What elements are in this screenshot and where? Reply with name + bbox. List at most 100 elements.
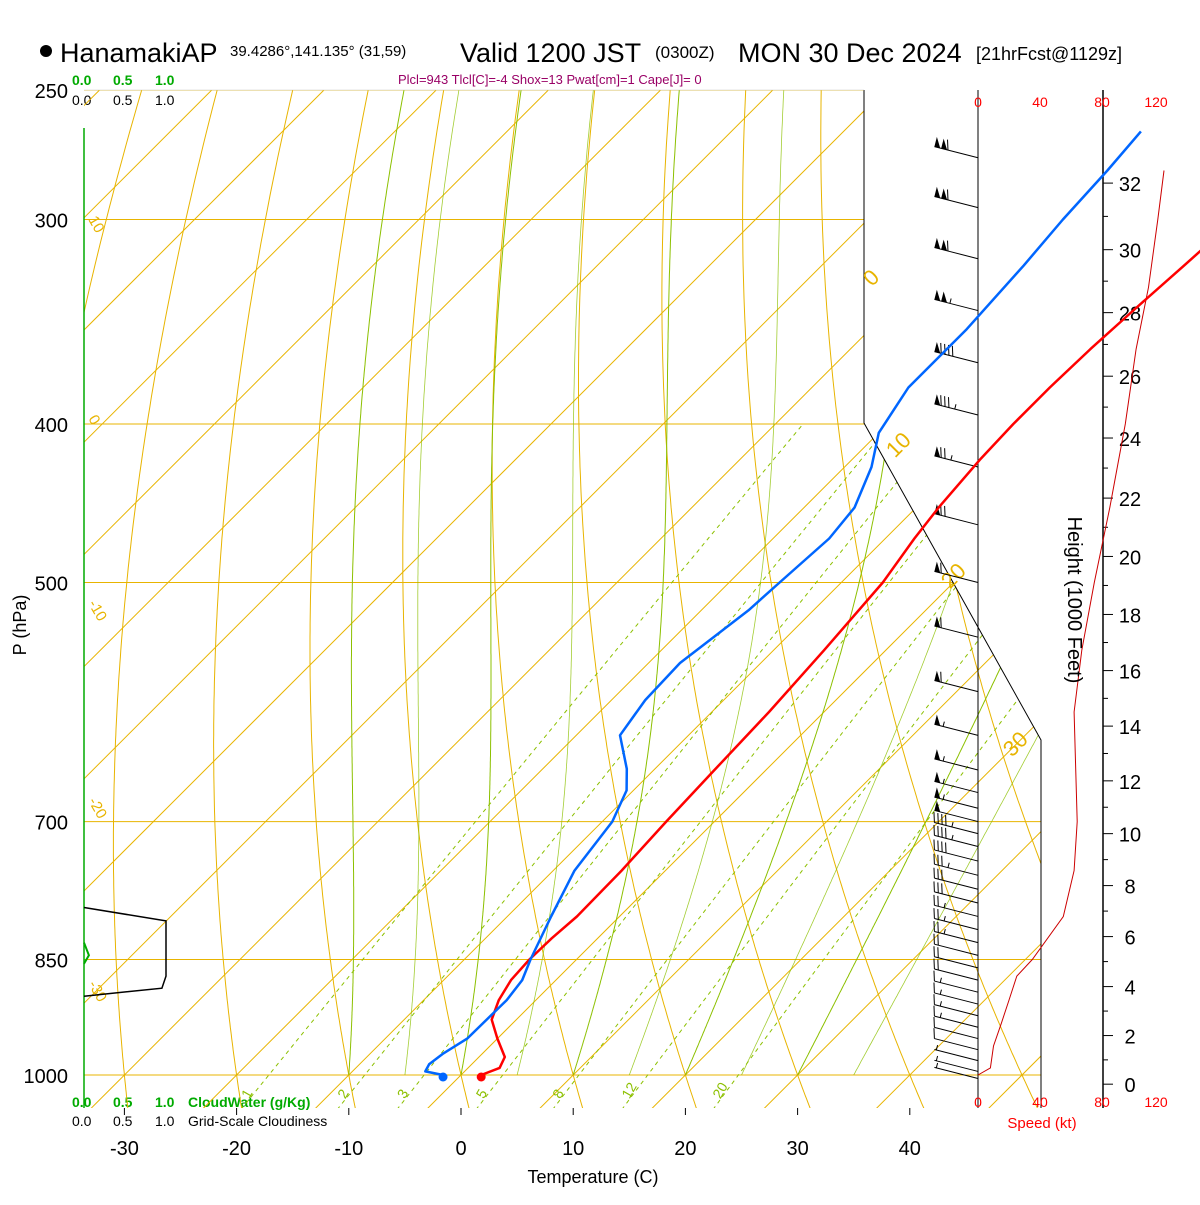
wind-barb [934, 446, 978, 467]
height-tick-label: 4 [1124, 978, 1135, 1000]
wind-barb-staff [934, 1016, 978, 1027]
wind-barb [934, 1006, 978, 1028]
pressure-tick-label: 250 [35, 81, 68, 103]
wind-barb-half [940, 978, 941, 983]
speed-tick-label: 120 [1144, 94, 1168, 110]
mixing-ratio-label: 2 [334, 1086, 352, 1101]
wind-barb [934, 1017, 978, 1039]
dry-adiabat-line [113, 61, 224, 1110]
cloudiness-tick: 0.0 [72, 1113, 92, 1129]
cloudiness-scale-bottom: 0.0 0.5 1.0 Grid-Scale Cloudiness [72, 1113, 327, 1129]
wind-barb-pennant [941, 139, 947, 150]
wind-barb-staff [934, 850, 978, 861]
dry-adiabat-label: -20 [85, 794, 111, 821]
wind-barb-staff [934, 147, 978, 158]
height-axis-title: Height (1000 Feet) [1063, 517, 1085, 684]
cloud-water-tick: 0.5 [113, 1094, 133, 1110]
wind-barb-half [943, 779, 944, 784]
height-tick-label: 6 [1124, 928, 1135, 950]
station-name: HanamakiAP [60, 38, 218, 68]
cloudiness-tick: 0.0 [72, 92, 92, 108]
speed-axis-title: Speed (kt) [1007, 1115, 1076, 1132]
temperature-tick-label: -10 [334, 1138, 363, 1160]
cloudiness-tick: 1.0 [155, 1113, 175, 1129]
moist-adiabat-line [742, 61, 1066, 1075]
wind-barb-staff [934, 919, 978, 930]
isotherm-line [539, 61, 1200, 1110]
zulu-time: (0300Z) [655, 43, 715, 62]
pressure-tick-label: 850 [35, 951, 68, 973]
temperature-tick-label: 20 [674, 1138, 696, 1160]
wind-barb-pennant [934, 187, 940, 198]
dry-adiabat-line [9, 61, 150, 1110]
wind-barb-staff [934, 797, 978, 808]
wind-barb-pennant [934, 616, 940, 627]
wind-barb [934, 238, 978, 259]
moist-adiabat-label: 0 [858, 264, 884, 290]
wind-barb [934, 994, 978, 1016]
speed-tick-label: 0 [974, 94, 982, 110]
wind-barb-staff [934, 1060, 978, 1071]
cloud-water-tick: 1.0 [155, 1094, 175, 1110]
wind-barb-half [936, 1063, 937, 1068]
wind-barb-pennant [934, 562, 940, 573]
moist-adiabat-line [854, 61, 1200, 1075]
wind-barb-half [944, 916, 945, 921]
wind-barb [934, 187, 978, 208]
mixing-ratio-label: 12 [618, 1079, 640, 1101]
wind-barb-pennant [934, 290, 940, 301]
cloud-water-tick: 1.0 [155, 72, 175, 88]
wind-barb-pennant [941, 291, 947, 302]
wind-barb-pennant [934, 787, 940, 798]
thermo-background [0, 61, 1200, 1110]
station-coords: 39.4286°,141.135° (31,59) [230, 43, 406, 60]
wind-barb-half [940, 1013, 941, 1018]
wind-barb-staff [934, 299, 978, 310]
wind-barb-half [940, 990, 941, 995]
wind-barb [934, 1028, 978, 1050]
wind-barb-pennant [934, 671, 940, 682]
stability-indices: Plcl=943 Tlcl[C]=-4 Shox=13 Pwat[cm]=1 C… [398, 72, 702, 87]
wind-barb [934, 715, 978, 736]
moist-adiabat-line [573, 61, 682, 1075]
dry-adiabat-label: -10 [85, 597, 111, 624]
dry-adiabat-line [214, 61, 300, 1110]
wind-barb-half [952, 835, 953, 840]
profile-layer [84, 131, 1200, 1081]
wind-barb [934, 1045, 978, 1060]
dewpoint-profile-line [425, 131, 1141, 1075]
speed-tick-label: 80 [1094, 1094, 1110, 1110]
station-marker-icon [40, 45, 52, 57]
wind-barb [934, 971, 978, 993]
wind-barb [934, 342, 978, 363]
wind-barb-pennant [934, 342, 940, 353]
speed-tick-label: 80 [1094, 94, 1110, 110]
isotherm-line [651, 61, 1200, 1110]
height-tick-label: 2 [1124, 1027, 1135, 1049]
wind-barb-pennant [941, 189, 947, 200]
temperature-tick-label: -30 [110, 1138, 139, 1160]
pressure-tick-label: 400 [35, 415, 68, 437]
cloud-water-scale-top: 0.0 0.5 1.0 [72, 72, 175, 88]
isotherm-line [0, 61, 802, 1110]
temperature-tick-label: 40 [899, 1138, 921, 1160]
mixing-ratio-line [713, 424, 1200, 1110]
moist-adiabat-line [517, 61, 597, 1075]
wind-barb-staff [934, 892, 978, 903]
wind-barb-half [943, 756, 944, 761]
temperature-tick-label: 10 [562, 1138, 584, 1160]
height-tick-label: 18 [1119, 605, 1141, 627]
wind-barb-half [944, 929, 945, 934]
wind-barb-pennant [934, 238, 940, 249]
wind-barb-staff [934, 248, 978, 259]
height-tick-label: 0 [1124, 1075, 1135, 1097]
moist-adiabat-line [405, 61, 464, 1075]
x-axis-title: Temperature (C) [527, 1167, 658, 1187]
wind-barb-pennant [934, 715, 940, 726]
mixing-ratio-label: 5 [473, 1086, 491, 1101]
pressure-tick-label: 1000 [24, 1066, 69, 1088]
wind-barb-pennant [934, 772, 940, 783]
height-tick-label: 8 [1124, 877, 1135, 899]
